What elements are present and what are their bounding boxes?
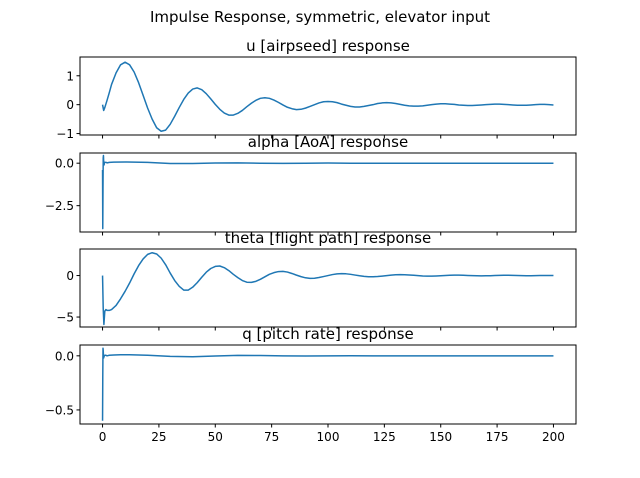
x-tick-label: 75 [264, 430, 279, 444]
axes-frame [79, 152, 577, 233]
x-tick-label: 0 [99, 430, 107, 444]
response-series-line [101, 251, 554, 326]
x-tick-label: 25 [151, 430, 166, 444]
subplot-title: q [pitch rate] response [242, 325, 413, 343]
subplot-4: q [pitch rate] response −0.5 0.0 0 25 50 75 100… [45, 325, 577, 444]
response-series-line [101, 347, 554, 421]
subplot-panels: u [airpseed] response −1 0 1 alpha [AoA] res… [45, 37, 577, 444]
y-tick-label: 0 [66, 269, 74, 283]
y-tick-label: −5 [56, 311, 74, 325]
x-tick-label: 125 [373, 430, 396, 444]
axes-frame [79, 344, 577, 425]
y-tick-label: 0.0 [55, 349, 74, 363]
subplot-2: alpha [AoA] response −2.5 0.0 [45, 133, 577, 236]
axes-frame [79, 248, 577, 328]
y-tick-label: −1 [56, 127, 74, 141]
subplot-1: u [airpseed] response −1 0 1 [56, 37, 577, 141]
figure-suptitle: Impulse Response, symmetric, elevator in… [150, 8, 490, 26]
x-tick-label: 150 [429, 430, 452, 444]
subplot-title: theta [flight path] response [225, 229, 431, 247]
y-tick-label: 0 [66, 98, 74, 112]
x-tick-label: 200 [542, 430, 565, 444]
y-tick-label: 1 [66, 69, 74, 83]
y-tick-label: −2.5 [45, 199, 74, 213]
response-series-line [101, 61, 554, 132]
y-tick-label: −0.5 [45, 403, 74, 417]
y-tick-label: 0.0 [55, 157, 74, 171]
subplot-3: theta [flight path] response −5 0 [56, 229, 577, 331]
x-tick-label: 175 [486, 430, 509, 444]
subplot-title: u [airpseed] response [246, 37, 410, 55]
x-tick-label: 100 [317, 430, 340, 444]
response-series-line [101, 154, 554, 230]
x-tick-label: 50 [208, 430, 223, 444]
subplot-title: alpha [AoA] response [248, 133, 408, 151]
